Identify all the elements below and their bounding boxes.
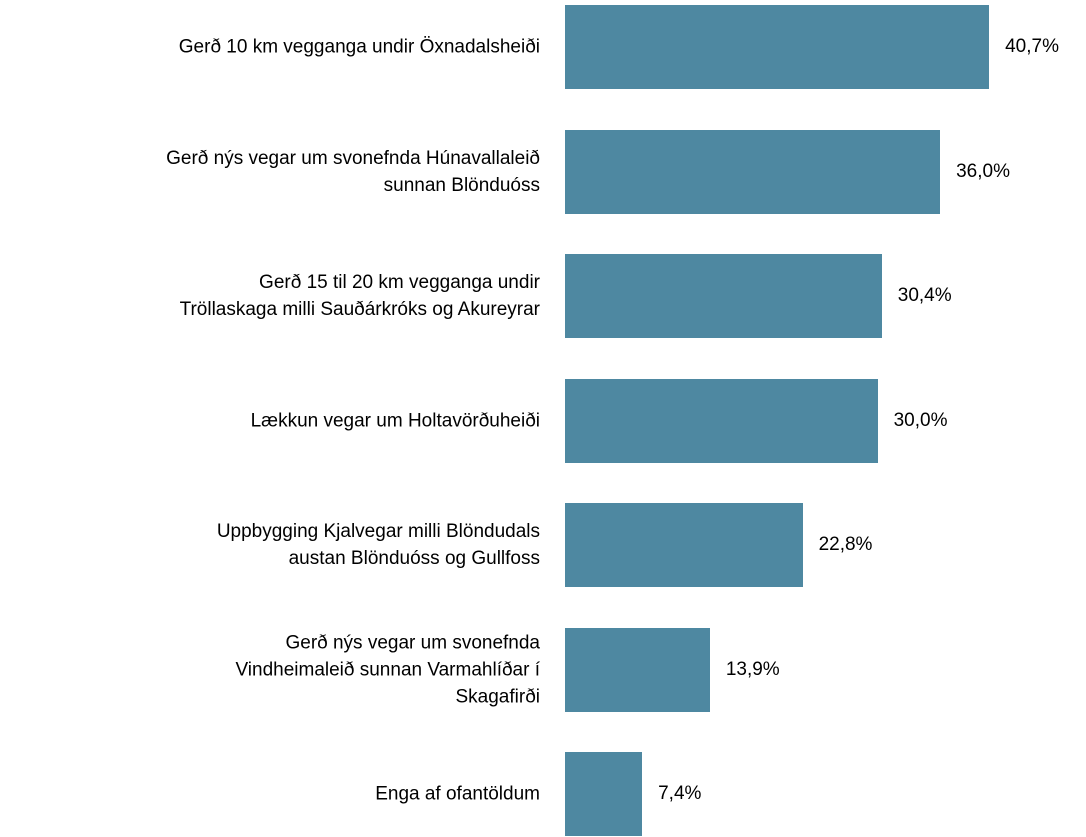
value-label: 36,0% <box>956 160 1010 182</box>
bar <box>565 378 878 463</box>
category-label: Gerð 10 km vegganga undir Öxnadalsheiði <box>178 36 540 58</box>
category-label: Gerð nýs vegar um svonefnda Húnavallalei… <box>166 147 540 196</box>
bar <box>565 627 710 712</box>
value-label: 22,8% <box>818 534 873 555</box>
bar <box>565 752 643 836</box>
value-label: 13,9% <box>725 658 780 680</box>
category-label: Gerð nýs vegar um svonefnda Vindheimalei… <box>235 632 540 707</box>
category-label: Uppbygging Kjalvegar milli Blöndudals au… <box>216 521 540 569</box>
bar <box>565 503 803 587</box>
bar <box>565 254 882 338</box>
category-label: Lækkun vegar um Holtavörðuheiði <box>250 410 540 431</box>
category-label: Gerð 15 til 20 km vegganga undir Tröllas… <box>179 272 540 320</box>
value-label: 40,7% <box>1005 36 1059 57</box>
bar <box>565 129 941 214</box>
bar <box>565 5 990 89</box>
value-label: 30,4% <box>897 285 952 306</box>
value-label: 30,0% <box>893 409 948 431</box>
category-label: Enga af ofantöldum <box>375 783 540 805</box>
value-label: 7,4% <box>658 783 702 804</box>
